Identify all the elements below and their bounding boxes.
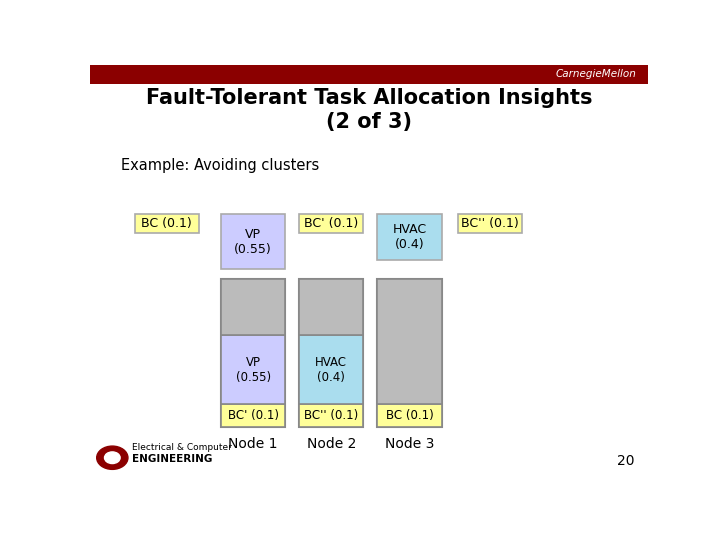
Bar	[459, 214, 523, 233]
Text: Node 1: Node 1	[228, 437, 278, 451]
Text: BC (0.1): BC (0.1)	[386, 409, 433, 422]
Bar	[377, 279, 441, 427]
Bar	[221, 279, 285, 427]
Bar	[300, 335, 364, 404]
Text: Node 2: Node 2	[307, 437, 356, 451]
Text: Example: Avoiding clusters: Example: Avoiding clusters	[121, 158, 319, 173]
Bar	[377, 214, 441, 260]
Bar	[377, 404, 441, 427]
Bar	[377, 279, 441, 404]
Text: BC' (0.1): BC' (0.1)	[228, 409, 279, 422]
Bar	[300, 279, 364, 335]
Bar	[135, 214, 199, 233]
Text: HVAC
(0.4): HVAC (0.4)	[392, 224, 426, 251]
Text: Node 3: Node 3	[384, 437, 434, 451]
Text: BC (0.1): BC (0.1)	[141, 217, 192, 231]
Bar	[221, 404, 285, 427]
Bar	[300, 279, 364, 427]
Text: ENGINEERING: ENGINEERING	[132, 454, 212, 464]
Text: BC' (0.1): BC' (0.1)	[305, 217, 359, 231]
Text: CarnegieMellon: CarnegieMellon	[556, 69, 637, 79]
Bar	[300, 214, 364, 233]
Bar	[221, 335, 285, 404]
Text: VP
(0.55): VP (0.55)	[234, 227, 272, 255]
Bar	[221, 214, 285, 268]
Circle shape	[96, 446, 128, 469]
Text: HVAC
(0.4): HVAC (0.4)	[315, 356, 347, 384]
Bar	[221, 279, 285, 335]
Text: BC'' (0.1): BC'' (0.1)	[462, 217, 519, 231]
Bar	[300, 404, 364, 427]
Bar	[90, 65, 648, 84]
Text: VP
(0.55): VP (0.55)	[235, 356, 271, 384]
Text: 20: 20	[616, 454, 634, 468]
Text: BC'' (0.1): BC'' (0.1)	[305, 409, 359, 422]
Circle shape	[104, 452, 120, 463]
Text: Fault-Tolerant Task Allocation Insights
(2 of 3): Fault-Tolerant Task Allocation Insights …	[145, 87, 593, 132]
Text: Electrical & Computer: Electrical & Computer	[132, 443, 232, 453]
